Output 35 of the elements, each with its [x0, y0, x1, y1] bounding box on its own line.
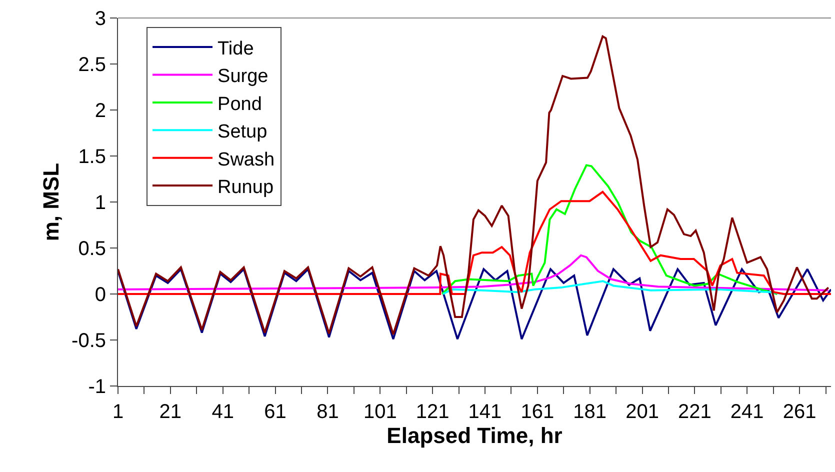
x-tick-label: 41 [212, 401, 234, 423]
legend-label: Setup [218, 122, 268, 143]
line-series [118, 35, 830, 336]
x-tick-label: 81 [316, 401, 339, 423]
y-tick-label: 2.5 [78, 54, 106, 76]
y-tick-label: 1.5 [78, 146, 106, 168]
x-tick-label: 241 [730, 401, 764, 423]
line-series [118, 268, 831, 340]
y-tick-label: 0 [94, 284, 106, 306]
y-tick-label: 1 [94, 192, 106, 214]
legend-label: Pond [218, 94, 262, 115]
x-tick-label: 101 [363, 401, 397, 423]
y-tick-label: 0.5 [78, 238, 106, 260]
legend-label: Runup [218, 176, 274, 198]
legend-label: Swash [218, 149, 275, 170]
y-tick-label: 2 [94, 100, 106, 122]
x-tick-label: 121 [416, 401, 450, 423]
line-series [441, 164, 778, 295]
line-series [118, 254, 830, 292]
x-tick-label: 221 [678, 401, 712, 423]
legend-label: Surge [218, 66, 268, 88]
y-tick-label: 3 [94, 8, 106, 30]
x-tick-label: 181 [573, 401, 607, 423]
x-tick-label: 201 [626, 401, 659, 423]
x-tick-label: 21 [159, 401, 182, 423]
x-tick-label: 141 [468, 401, 502, 423]
x-tick-label: 261 [782, 401, 816, 423]
y-tick-label: -0.5 [72, 330, 106, 352]
y-axis-title: m, MSL [38, 162, 64, 242]
x-tick-label: 1 [112, 401, 124, 423]
x-axis-title: Elapsed Time, hr [386, 423, 563, 448]
y-tick-label: -1 [88, 376, 106, 398]
x-tick-label: 61 [264, 401, 286, 423]
legend-label: Tide [218, 38, 254, 60]
x-tick-label: 161 [520, 401, 554, 423]
